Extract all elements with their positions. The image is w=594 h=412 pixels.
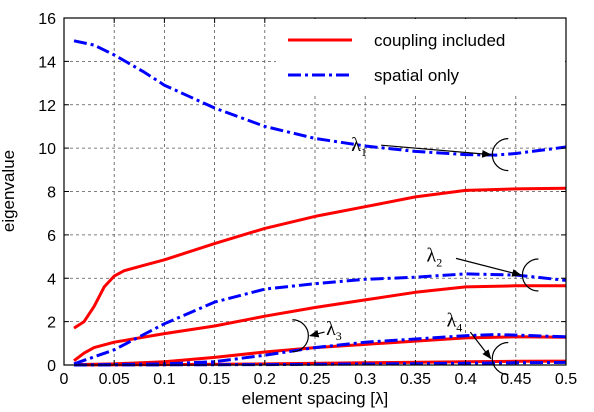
eigen-annotation-label: λ4 [447, 309, 463, 334]
annotation-arc [491, 138, 509, 172]
y-tick-label: 12 [38, 98, 56, 115]
x-tick-label: 0 [60, 371, 69, 388]
x-tick-label: 0.1 [153, 371, 175, 388]
eigen-annotation-label: λ3 [326, 318, 342, 343]
x-tick-label: 0.35 [400, 371, 431, 388]
y-axis-label: eigenvalue [0, 150, 18, 232]
x-tick-label: 0.5 [555, 371, 577, 388]
y-ticks: 0 2 4 6 8 10 12 14 16 [38, 11, 566, 375]
y-tick-label: 4 [47, 271, 56, 288]
legend-label-coupling: coupling included [374, 31, 505, 50]
annotation-arrow [381, 144, 492, 158]
annotations-group: λ1 λ2 λ3 λ4 [292, 134, 539, 376]
x-ticks: 0 0.05 0.1 0.15 0.2 0.25 0.3 0.35 0.4 0.45 0.5 [60, 18, 577, 388]
x-tick-label: 0.05 [99, 371, 130, 388]
x-axis-label: element spacing [λ] [242, 389, 388, 408]
y-tick-label: 14 [38, 54, 56, 71]
eigen-annotation-label: λ2 [427, 244, 443, 269]
x-tick-label: 0.25 [299, 371, 330, 388]
x-tick-label: 0.4 [454, 371, 476, 388]
y-tick-label: 0 [47, 358, 56, 375]
annotation-arrow [455, 257, 522, 277]
x-tick-label: 0.2 [254, 371, 276, 388]
y-tick-label: 10 [38, 141, 56, 158]
y-tick-label: 16 [38, 11, 56, 28]
x-tick-label: 0.3 [354, 371, 376, 388]
x-tick-label: 0.15 [199, 371, 230, 388]
legend: coupling included spatial only [276, 19, 565, 95]
annotation-arc [521, 258, 539, 292]
y-tick-label: 2 [47, 315, 56, 332]
annotation-arc [491, 341, 509, 376]
series-line-coupling [73, 186, 567, 330]
series-line-coupling [73, 284, 566, 362]
series-line-spatial [73, 333, 567, 367]
annotation-arrow [469, 331, 492, 360]
eigen-annotation-label: λ1 [351, 134, 367, 159]
legend-label-spatial: spatial only [374, 66, 460, 85]
annotation-arc [292, 319, 309, 353]
x-tick-label: 0.45 [500, 371, 531, 388]
annotation-arrow [309, 329, 325, 338]
y-tick-label: 6 [47, 228, 56, 245]
legend-box [276, 19, 565, 95]
y-tick-label: 8 [47, 185, 56, 202]
series-line-spatial [73, 272, 567, 366]
